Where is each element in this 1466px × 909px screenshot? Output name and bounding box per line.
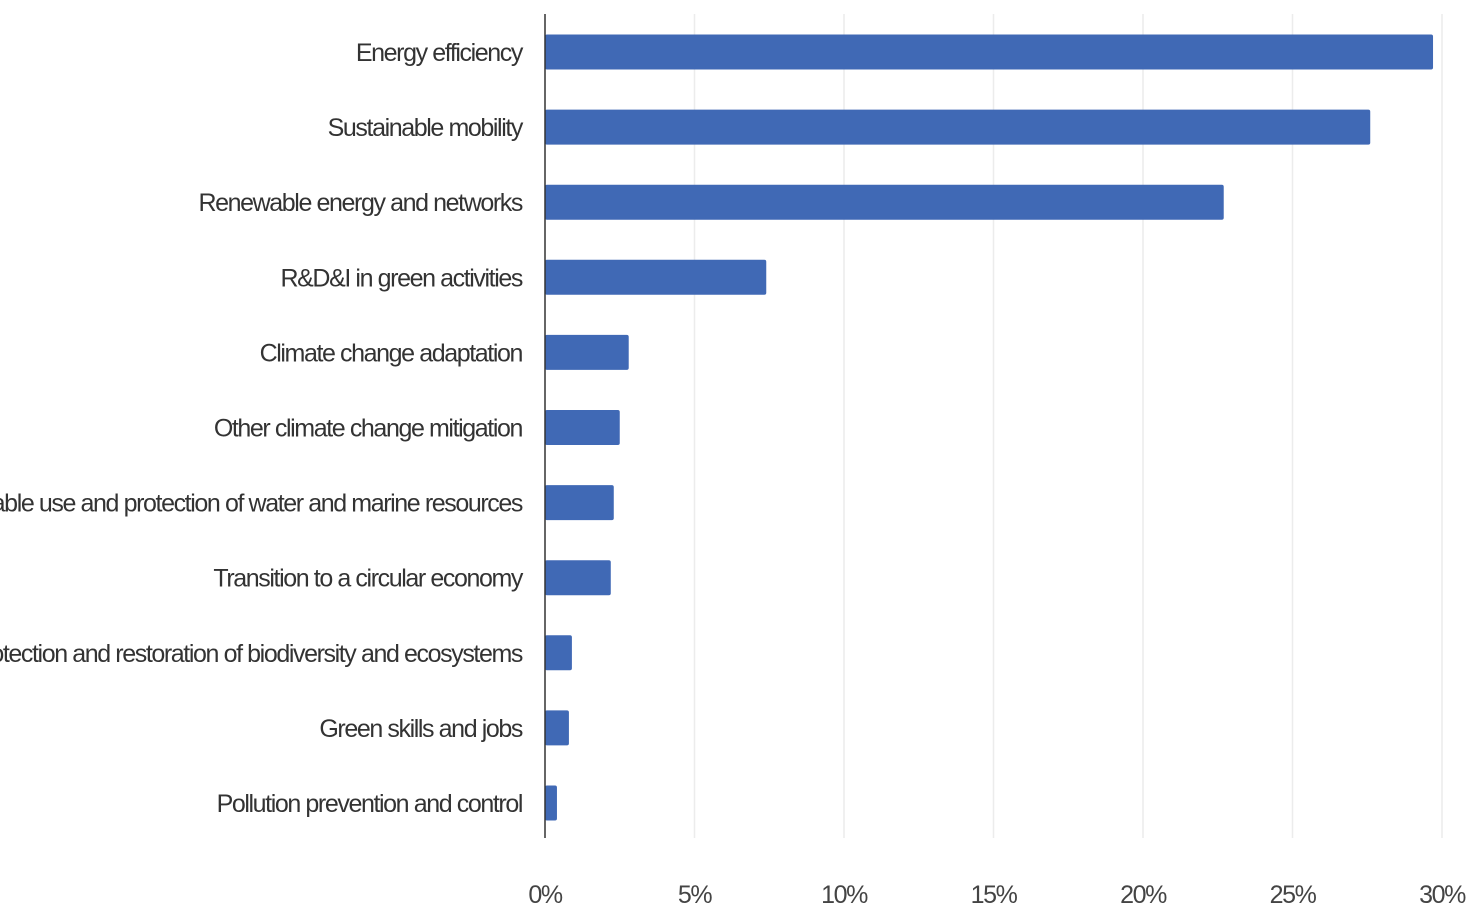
bar: [545, 410, 620, 445]
bar: [545, 635, 572, 671]
category-label: Sustainable use and protection of water …: [0, 490, 523, 518]
bar: [545, 710, 569, 746]
x-tick-label: 20%: [1120, 881, 1167, 909]
x-tick-label: 30%: [1419, 881, 1466, 909]
x-tick-label: 25%: [1270, 881, 1317, 909]
x-tick-label: 10%: [821, 881, 868, 909]
category-label: Protection and restoration of biodiversi…: [0, 640, 523, 668]
category-label: Transition to a circular economy: [213, 565, 523, 593]
bar: [545, 485, 614, 521]
category-label: Pollution prevention and control: [217, 790, 522, 818]
category-label: Energy efficiency: [356, 39, 524, 67]
category-label: Green skills and jobs: [319, 715, 523, 743]
bar: [545, 334, 629, 370]
x-tick-label: 15%: [971, 881, 1018, 909]
bar: [545, 184, 1224, 220]
category-label: Climate change adaptation: [260, 339, 523, 367]
bar: [545, 34, 1434, 70]
bar: [545, 109, 1371, 145]
x-tick-label: 0%: [528, 881, 563, 909]
category-label: Sustainable mobility: [328, 114, 524, 142]
bar: [545, 785, 557, 821]
category-label: Other climate change mitigation: [214, 415, 523, 443]
category-label: R&D&I in green activities: [280, 264, 522, 292]
gridlines: [693, 14, 1443, 838]
bar: [545, 560, 611, 596]
category-labels: Energy efficiency Sustainable mobility Ren…: [0, 39, 525, 818]
x-tick-labels: 0% 5% 10% 15% 20% 25% 30%: [528, 881, 1466, 909]
x-tick-label: 5%: [678, 881, 713, 909]
category-label: Renewable energy and networks: [198, 189, 522, 217]
bars: [545, 34, 1434, 821]
bar: [545, 259, 767, 295]
